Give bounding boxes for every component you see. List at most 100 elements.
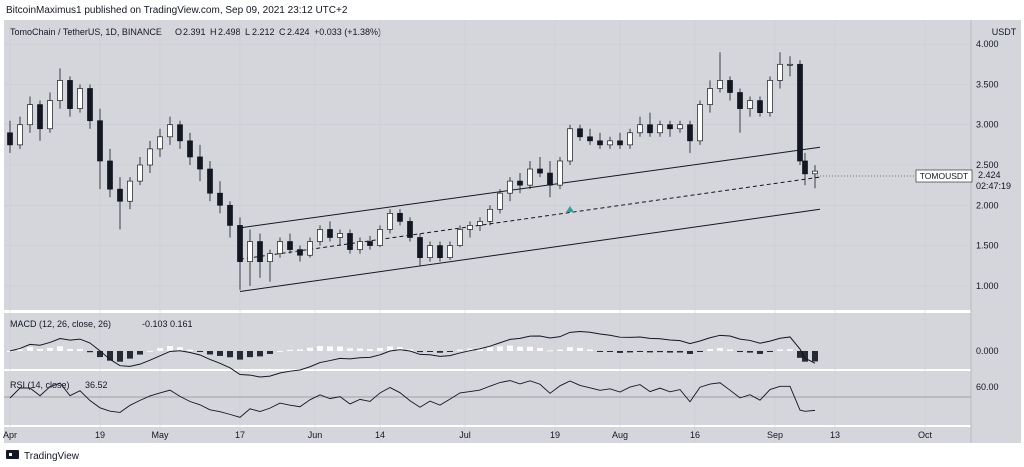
macd-histogram-bar (557, 349, 563, 351)
candle-body (7, 132, 13, 146)
candle-body (277, 241, 283, 254)
candle (787, 56, 793, 77)
candle (457, 225, 463, 248)
macd-histogram-bar (587, 349, 593, 351)
candle (437, 241, 443, 262)
macd-histogram-bar (347, 348, 353, 351)
candle-body (787, 63, 793, 66)
rsi-series (9, 380, 816, 418)
time-tick-label: 14 (375, 430, 385, 440)
macd-histogram-bar (797, 351, 803, 358)
candle-body (437, 245, 443, 258)
candle (487, 205, 493, 226)
candle-body (667, 124, 673, 130)
candle-body (307, 241, 313, 256)
candle-body (127, 180, 133, 202)
candle-body (647, 124, 653, 134)
candle (197, 144, 203, 182)
price-axis-strip (971, 20, 1021, 443)
candle (257, 233, 263, 278)
time-tick-label: Apr (3, 430, 17, 440)
candle-body (377, 229, 383, 246)
candle (597, 132, 603, 149)
macd-histogram-bar (37, 349, 43, 351)
candle-body (447, 245, 453, 258)
candle-body (397, 212, 403, 222)
tradingview-logo: TradingView (6, 450, 80, 462)
ohlc-c-label: C (279, 27, 286, 37)
candle (517, 173, 523, 194)
macd-histogram-bar (417, 351, 423, 353)
candle-body (687, 124, 693, 142)
macd-histogram-bar (267, 351, 273, 354)
macd-histogram-bar (812, 351, 818, 362)
macd-histogram-bar (477, 348, 483, 351)
candle (667, 120, 673, 137)
macd-histogram-bar (137, 351, 143, 355)
macd-histogram-bar (387, 346, 393, 351)
candle (527, 160, 533, 190)
candle (427, 241, 433, 262)
macd-histogram-bar (777, 349, 783, 351)
candle (627, 128, 633, 149)
candle-body (47, 100, 53, 130)
symbol-tag (915, 169, 973, 183)
macd-histogram-bar (117, 351, 123, 362)
macd-histogram-bar (717, 348, 723, 351)
candle-body (17, 124, 23, 146)
price-tick-label: 2.000 (976, 200, 999, 210)
rsi-axis-tick: 60.00 (976, 382, 999, 392)
candle-body (87, 88, 93, 122)
price-tick-label: 2.500 (976, 160, 999, 170)
macd-histogram-bar (737, 351, 743, 353)
macd-histogram-bar (647, 351, 653, 353)
ohlc-readout: O 2.391 H 2.498 L 2.212 C 2.424 +0.033 (… (175, 27, 381, 37)
candle-body (287, 241, 293, 250)
candle-body (617, 140, 623, 146)
macd-histogram-bar (147, 350, 153, 352)
candle-body (297, 249, 303, 256)
tradingview-logo-icon (6, 450, 19, 459)
candle-body (407, 221, 413, 238)
candle (87, 84, 93, 129)
candle-body (587, 136, 593, 142)
candle (57, 68, 63, 109)
price-tick-label: 1.000 (976, 281, 999, 291)
candle (747, 96, 753, 117)
macd-histogram-bar (757, 351, 763, 354)
candle (157, 128, 163, 157)
candle (327, 221, 333, 242)
macd-histogram-bar (187, 349, 193, 351)
candle-body (812, 170, 818, 175)
candle (657, 120, 663, 137)
candle-body (657, 124, 663, 134)
candle-body (117, 188, 123, 202)
macd-histogram-bar (327, 346, 333, 351)
macd-histogram-bar (637, 351, 643, 352)
candle-body (457, 229, 463, 246)
candle (417, 233, 423, 266)
candle-body (237, 225, 243, 263)
macd-histogram-bar (767, 351, 773, 352)
macd-histogram-bar (27, 347, 33, 351)
macd-histogram-bar (7, 351, 13, 352)
candle-body (257, 241, 263, 263)
time-tick-label: 13 (830, 430, 840, 440)
candle (567, 124, 573, 165)
price-tick-label: 3.500 (976, 79, 999, 89)
candle (127, 177, 133, 210)
macd-histogram-bar (57, 346, 63, 351)
macd-histogram-bar (657, 351, 663, 353)
candle-body (147, 148, 153, 166)
macd-histogram-bar (247, 351, 253, 358)
candle (287, 233, 293, 254)
candle (377, 225, 383, 248)
candle-body (507, 180, 513, 194)
time-tick-label: Oct (918, 430, 933, 440)
ohlc-h-label: H (210, 27, 217, 37)
price-grid (4, 20, 971, 443)
candle-body (327, 229, 333, 238)
candle (497, 189, 503, 214)
brand-text: TradingView (24, 451, 80, 462)
time-tick-label: Aug (612, 430, 628, 440)
